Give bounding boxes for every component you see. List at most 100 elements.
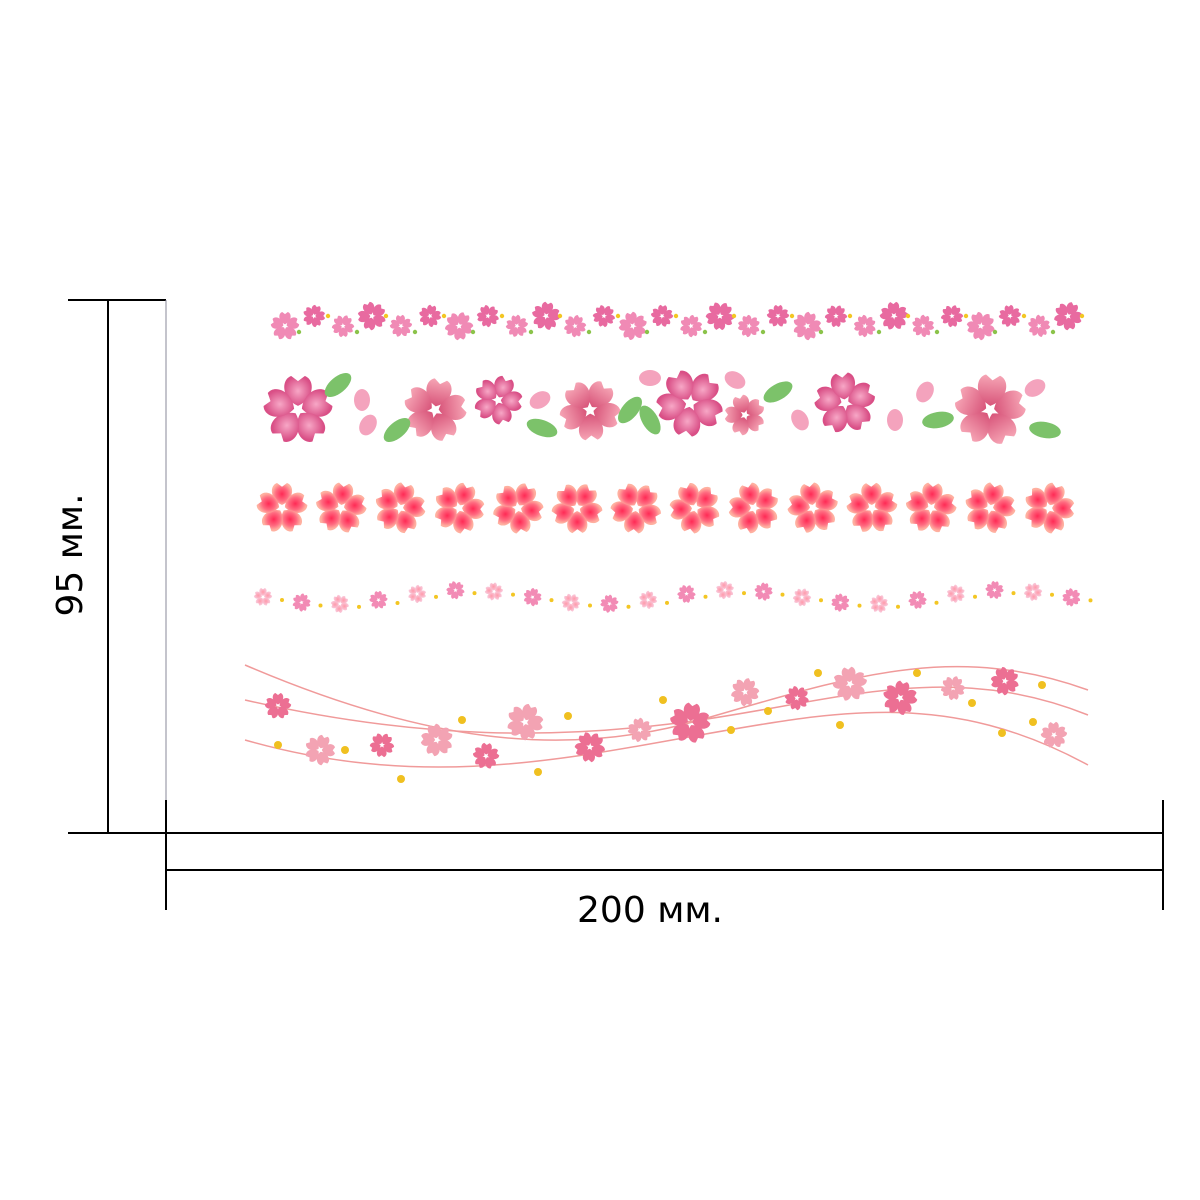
- dot: [441, 313, 447, 319]
- star: [968, 699, 976, 707]
- dot: [905, 313, 911, 319]
- dot: [934, 329, 940, 335]
- star: [764, 707, 772, 715]
- flower: [311, 480, 371, 537]
- star: [998, 729, 1006, 737]
- height-label: 95 мм.: [50, 493, 91, 616]
- flower: [838, 474, 904, 542]
- dot: [557, 313, 563, 319]
- dot: [412, 329, 418, 335]
- dot: [963, 313, 969, 319]
- flower: [253, 588, 272, 606]
- star: [341, 746, 349, 754]
- dot: [296, 329, 302, 335]
- dot: [615, 313, 621, 319]
- dot: [703, 594, 708, 599]
- flower: [868, 593, 890, 614]
- dot: [780, 592, 785, 597]
- flower: [597, 591, 623, 616]
- wave-line: [244, 711, 1089, 768]
- dot: [934, 600, 939, 605]
- flower: [909, 312, 937, 340]
- flower: [990, 665, 1021, 697]
- flower: [658, 471, 732, 545]
- wave-line: [244, 664, 1089, 741]
- flower: [469, 739, 502, 773]
- flower: [299, 302, 328, 330]
- dot: [992, 329, 998, 335]
- flower: [904, 587, 930, 613]
- dot: [586, 329, 592, 335]
- dot: [818, 329, 824, 335]
- width-label: 200 мм.: [577, 890, 723, 931]
- star: [1038, 681, 1046, 689]
- flower: [255, 483, 309, 534]
- dot: [472, 591, 477, 596]
- dot: [395, 600, 400, 605]
- flower: [300, 731, 341, 771]
- flower: [1051, 299, 1084, 333]
- dot: [876, 329, 882, 335]
- dot: [325, 313, 331, 319]
- flower: [829, 591, 852, 614]
- dimension-lines: [68, 299, 1164, 910]
- flower: [326, 591, 353, 618]
- star: [836, 721, 844, 729]
- star: [913, 669, 921, 677]
- dot: [789, 313, 795, 319]
- dot: [673, 313, 679, 319]
- leaf: [618, 396, 642, 424]
- flower: [960, 305, 1001, 347]
- flower: [635, 586, 662, 613]
- star: [1029, 718, 1037, 726]
- flower: [270, 312, 300, 341]
- dot: [1050, 329, 1056, 335]
- petal: [639, 370, 661, 386]
- petal: [916, 381, 934, 403]
- dot: [731, 313, 737, 319]
- flower: [407, 584, 426, 604]
- flower: [386, 311, 416, 341]
- star: [659, 696, 667, 704]
- flower: [425, 475, 494, 542]
- sticker-sheet: [244, 295, 1093, 783]
- dot: [357, 604, 361, 609]
- flower: [820, 300, 852, 332]
- flower: [1038, 718, 1071, 752]
- dot: [819, 598, 823, 603]
- flower: [789, 584, 816, 610]
- flower: [803, 361, 885, 445]
- flower: [443, 577, 468, 602]
- dot: [280, 598, 284, 602]
- leaf: [763, 381, 793, 403]
- dot: [1011, 591, 1016, 596]
- dot: [511, 592, 515, 597]
- dot: [470, 329, 476, 335]
- dot: [499, 313, 505, 319]
- flower: [561, 313, 588, 339]
- leaf: [324, 373, 352, 397]
- flower: [787, 306, 828, 347]
- flower: [1026, 313, 1052, 340]
- flower: [540, 472, 613, 545]
- flower: [936, 300, 968, 331]
- dot: [1088, 598, 1093, 603]
- flower: [675, 582, 698, 606]
- flower: [640, 355, 738, 453]
- flower: [289, 590, 314, 615]
- dot: [742, 591, 746, 596]
- dot: [528, 329, 534, 335]
- star: [534, 768, 542, 776]
- dot: [549, 598, 554, 603]
- flower: [327, 310, 359, 342]
- flower: [1022, 581, 1044, 603]
- flower: [717, 472, 790, 545]
- star: [727, 726, 735, 734]
- flower: [482, 473, 554, 543]
- dot: [383, 313, 389, 319]
- flower: [946, 365, 1033, 455]
- dot: [857, 603, 862, 608]
- petal: [354, 389, 370, 411]
- dot: [644, 329, 650, 335]
